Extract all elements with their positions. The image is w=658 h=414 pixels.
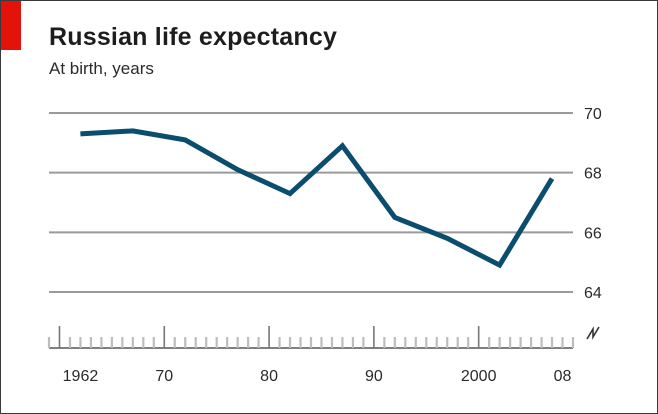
y-tick-label-64: 64 xyxy=(584,285,602,302)
y-tick-label-68: 68 xyxy=(584,166,602,183)
x-tick-label-90: 90 xyxy=(365,368,383,385)
brand-accent-bar xyxy=(1,1,21,50)
x-tick-label-70: 70 xyxy=(155,368,173,385)
x-tick-label-2000: 2000 xyxy=(461,368,497,385)
life-expectancy-line xyxy=(80,128,555,269)
x-tick-label-08: 08 xyxy=(554,368,572,385)
y-tick-label-66: 66 xyxy=(584,225,602,242)
chart-title: Russian life expectancy xyxy=(49,23,338,51)
y-tick-label-70: 70 xyxy=(584,106,602,123)
chart-subtitle: At birth, years xyxy=(49,59,154,78)
x-tick-label-1962: 1962 xyxy=(63,368,99,385)
x-tick-label-80: 80 xyxy=(260,368,278,385)
axis-break-icon xyxy=(586,326,600,340)
